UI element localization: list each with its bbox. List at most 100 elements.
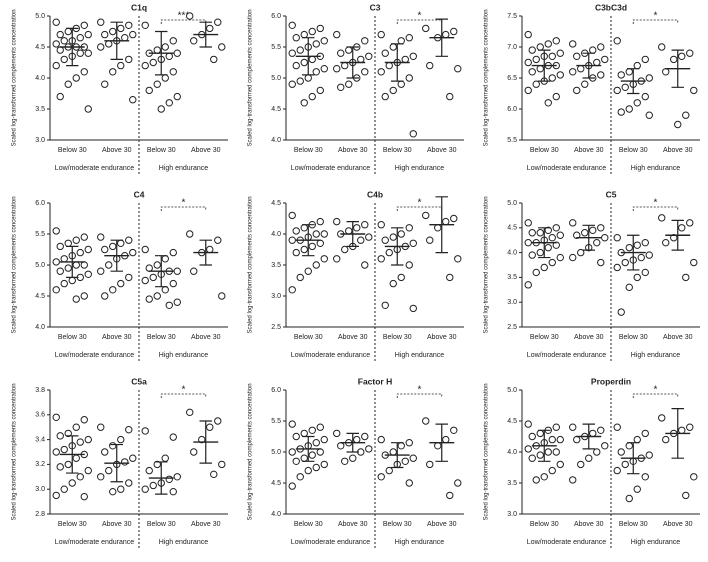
x-tick-label: Below 30 (383, 334, 412, 341)
y-tick-label: 3.0 (35, 486, 45, 493)
data-point (446, 491, 454, 500)
data-point (105, 40, 113, 48)
data-point (540, 473, 548, 481)
data-point (117, 485, 125, 493)
data-point (56, 267, 64, 275)
data-point (145, 264, 153, 272)
error-bar (110, 443, 123, 483)
data-point (169, 68, 177, 76)
data-point (125, 479, 133, 487)
error-bar (66, 245, 79, 278)
data-point (129, 454, 137, 462)
data-point (625, 494, 633, 503)
data-point (589, 226, 597, 234)
x-tick-label: Above 30 (574, 521, 604, 528)
y-axis-label: Scaled log-transformed complements conce… (12, 196, 18, 333)
data-point (637, 253, 645, 262)
chart-title: C5a (131, 376, 147, 386)
y-tick-label: 4.5 (507, 225, 517, 232)
error-bar (346, 432, 359, 453)
data-point (292, 432, 300, 441)
y-axis-label: Scaled log-transformed complements conce… (12, 9, 18, 146)
data-point (300, 99, 308, 107)
error-bar (627, 234, 640, 271)
data-point (165, 52, 173, 60)
data-point (218, 292, 226, 300)
error-bar (435, 423, 448, 462)
data-point (141, 245, 149, 254)
data-point (161, 286, 169, 294)
data-point (76, 438, 84, 446)
data-point (161, 74, 169, 82)
data-point (165, 301, 173, 309)
chart-title: Properdin (591, 376, 631, 386)
error-bar (346, 221, 359, 247)
chart-title: C3bC3d (595, 2, 627, 12)
data-point (84, 245, 92, 254)
y-tick-label: 6.0 (507, 106, 517, 113)
data-point (353, 435, 361, 444)
data-point (300, 224, 308, 232)
data-point (397, 37, 405, 45)
data-point (422, 211, 430, 220)
data-point (361, 68, 369, 76)
data-point (341, 245, 349, 254)
data-point (60, 255, 68, 263)
error-bar (302, 224, 315, 257)
data-point (397, 230, 405, 238)
data-point (288, 80, 296, 88)
data-point (60, 445, 68, 454)
data-point (641, 268, 649, 277)
data-point (357, 55, 365, 64)
error-bar (66, 435, 79, 474)
data-point (454, 255, 462, 263)
data-point (353, 224, 361, 232)
data-point (125, 55, 133, 64)
group-label: High endurance (631, 539, 681, 546)
data-point (405, 224, 413, 232)
data-point (308, 27, 316, 36)
y-tick-label: 5.0 (507, 387, 517, 394)
data-point (581, 229, 589, 237)
data-point (405, 479, 413, 487)
data-point (125, 273, 133, 282)
data-point (72, 74, 80, 82)
data-point (645, 111, 653, 119)
data-point (64, 27, 72, 36)
data-point (389, 43, 397, 51)
data-point (573, 231, 581, 239)
data-point (389, 279, 397, 288)
group-label: Low/moderate endurance (291, 165, 370, 172)
y-axis-label: Scaled log-transformed complements conce… (484, 383, 490, 520)
data-point (72, 423, 80, 431)
data-point (105, 261, 113, 269)
data-point (536, 229, 544, 237)
y-tick-label: 4.5 (35, 44, 45, 51)
data-point (320, 65, 328, 73)
data-point (109, 242, 117, 251)
data-point (64, 80, 72, 88)
data-point (569, 423, 577, 431)
y-tick-label: 4.0 (507, 449, 517, 456)
data-point (389, 86, 397, 95)
data-point (601, 442, 609, 450)
error-bar (155, 461, 168, 495)
data-point (72, 295, 80, 303)
significance-label: *** (178, 11, 190, 22)
data-point (426, 460, 434, 469)
error-bar (582, 52, 595, 79)
significance-bracket (160, 393, 207, 398)
y-tick-label: 4.5 (271, 106, 281, 113)
data-point (662, 238, 670, 247)
data-point (218, 460, 226, 469)
data-point (548, 258, 556, 267)
data-point (536, 43, 544, 51)
data-point (658, 214, 666, 222)
error-bar (391, 442, 404, 469)
group-label: High endurance (631, 165, 681, 172)
data-point (409, 454, 417, 462)
y-tick-label: 7.5 (507, 13, 517, 20)
data-point (300, 30, 308, 39)
error-bar (671, 408, 684, 459)
data-point (145, 86, 153, 95)
